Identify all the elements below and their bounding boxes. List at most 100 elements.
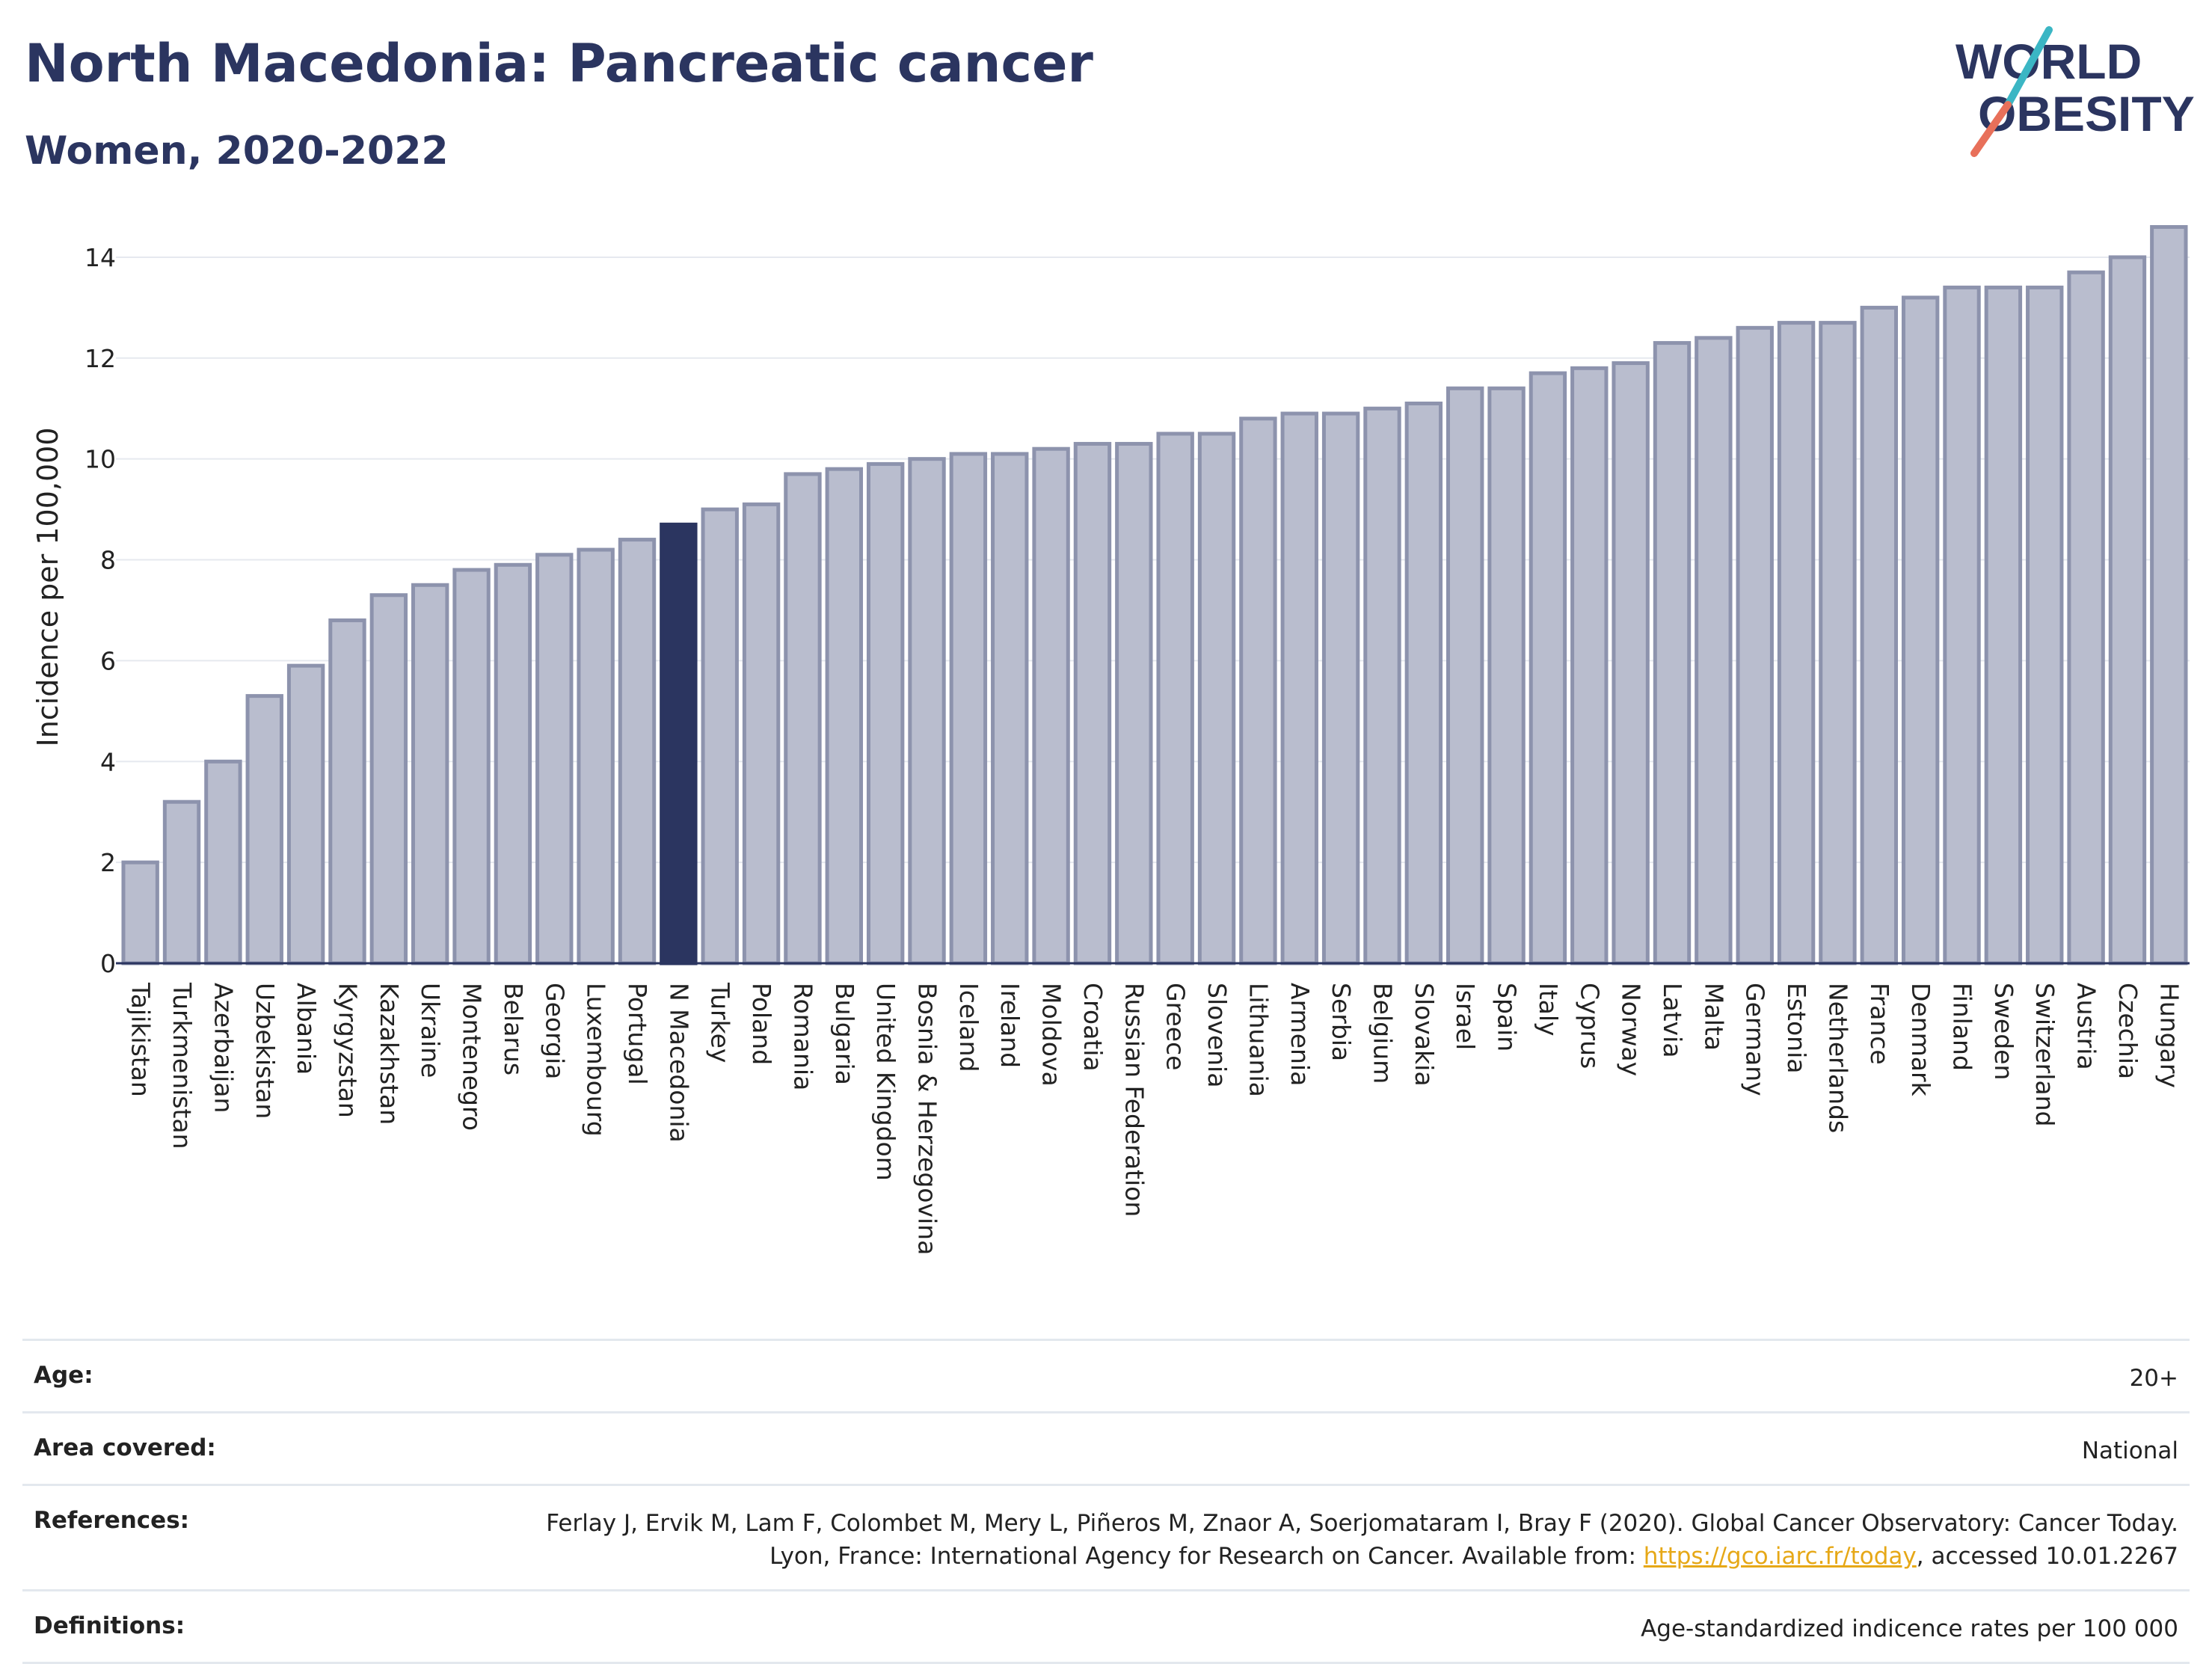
- bar: [1073, 441, 1112, 965]
- x-tick-label: Cyprus: [1575, 983, 1604, 1069]
- bar: [618, 538, 657, 965]
- references-label: References:: [34, 1507, 190, 1534]
- bar: [1239, 417, 1277, 965]
- x-tick-label: Lithuania: [1244, 983, 1273, 1097]
- x-tick-label: Switzerland: [2030, 983, 2059, 1127]
- bar: [1943, 285, 1981, 965]
- y-axis-label: Incidence per 100,000: [31, 427, 64, 746]
- info-row-area: Area covered: National: [22, 1411, 2190, 1484]
- x-tick-label: Bosnia & Herzegovina: [913, 983, 942, 1255]
- bar: [1819, 321, 1857, 965]
- bar: [1860, 305, 1898, 965]
- bar: [1653, 341, 1692, 965]
- bar: [1736, 325, 1774, 965]
- x-tick-label: Italy: [1534, 983, 1563, 1037]
- bar: [411, 583, 449, 965]
- references-text: Ferlay J, Ervik M, Lam F, Colombet M, Me…: [546, 1510, 2178, 1570]
- bar: [908, 457, 946, 965]
- x-tick-label: Czechia: [2113, 983, 2142, 1079]
- bar: [784, 472, 822, 965]
- bar: [742, 502, 781, 965]
- x-tick-label: Finland: [1948, 983, 1977, 1071]
- bar: [1529, 371, 1567, 965]
- x-tick-label: Armenia: [1285, 983, 1315, 1086]
- y-tick-label: 12: [85, 344, 116, 373]
- info-row-age: Age: 20+: [22, 1339, 2190, 1411]
- bar: [245, 694, 283, 965]
- x-tick-label: United Kingdom: [871, 983, 900, 1181]
- area-label: Area covered:: [34, 1434, 216, 1461]
- x-tick-label: Croatia: [1078, 983, 1107, 1072]
- x-tick-label: Slovakia: [1410, 983, 1439, 1087]
- x-tick-label: Germany: [1741, 983, 1770, 1096]
- x-tick-label: Uzbekistan: [251, 983, 280, 1119]
- age-value: 20+: [2129, 1365, 2178, 1392]
- x-tick-label: Azerbaijan: [209, 983, 238, 1113]
- bar: [701, 507, 739, 965]
- chart-title: North Macedonia: Pancreatic cancer: [25, 33, 1093, 94]
- age-label: Age:: [34, 1362, 93, 1389]
- bar: [1197, 432, 1236, 965]
- references-suffix: , accessed 10.01.2267: [1916, 1543, 2178, 1570]
- y-tick-label: 10: [85, 445, 116, 474]
- bars: [121, 224, 2188, 965]
- bar: [369, 593, 408, 965]
- bar: [2026, 285, 2064, 965]
- x-tick-label: Turkey: [706, 982, 735, 1063]
- x-tick-label: Austria: [2072, 983, 2101, 1070]
- y-tick-label: 0: [100, 949, 116, 978]
- y-tick-label: 14: [85, 243, 116, 272]
- definitions-value: Age-standardized indicence rates per 100…: [1641, 1615, 2178, 1642]
- info-table: Age: 20+ Area covered: National Referenc…: [22, 1339, 2190, 1664]
- x-tick-label: Estonia: [1782, 983, 1811, 1073]
- bar: [1115, 441, 1153, 965]
- bar: [866, 461, 905, 965]
- bar: [162, 799, 201, 965]
- x-tick-label: Montenegro: [458, 983, 487, 1131]
- x-tick-label: Portugal: [623, 983, 652, 1085]
- info-row-definitions: Definitions: Age-standardized indicence …: [22, 1589, 2190, 1664]
- x-tick-label: Norway: [1617, 983, 1646, 1076]
- chart-subtitle: Women, 2020-2022: [25, 129, 449, 174]
- x-tick-label: Denmark: [1906, 983, 1935, 1097]
- bar: [660, 522, 698, 965]
- x-tick-label: Luxembourg: [582, 983, 611, 1137]
- x-tick-label: Moldova: [1037, 983, 1066, 1087]
- bar: [494, 562, 532, 965]
- bar: [328, 618, 366, 965]
- x-tick-label: N Macedonia: [664, 983, 693, 1143]
- bar: [1570, 366, 1609, 965]
- x-tick-label: Netherlands: [1823, 983, 1852, 1133]
- x-tick-label: France: [1865, 983, 1894, 1065]
- references-link[interactable]: https://gco.iarc.fr/today: [1643, 1543, 1917, 1570]
- x-tick-label: Belgium: [1368, 983, 1397, 1084]
- x-tick-label: Tajikistan: [126, 982, 156, 1097]
- logo-slash-coral: [1970, 101, 2012, 157]
- bar: [1487, 386, 1526, 965]
- x-tick-label: Hungary: [2154, 983, 2184, 1088]
- bar: [452, 568, 491, 965]
- x-tick-label: Sweden: [1989, 983, 2018, 1080]
- x-tick-label: Romania: [788, 983, 817, 1090]
- info-row-references: References: Ferlay J, Ervik M, Lam F, Co…: [22, 1484, 2190, 1589]
- bar: [577, 547, 615, 965]
- bar: [825, 467, 863, 965]
- bar: [2067, 270, 2105, 965]
- bar-chart: 0 2 4 6 8 10 12 14 Tajikistan Turkmenistan Azerba…: [31, 224, 2190, 1255]
- world-obesity-logo: WORLD OBESITY: [1956, 26, 2195, 157]
- bar: [1446, 386, 1484, 965]
- references-value: Ferlay J, Ervik M, Lam F, Colombet M, Me…: [496, 1507, 2178, 1573]
- definitions-label: Definitions:: [34, 1612, 185, 1639]
- y-tick-label: 8: [100, 546, 116, 575]
- x-tick-label: Bulgaria: [830, 983, 859, 1085]
- logo-line-world: WORLD: [1956, 34, 2142, 89]
- x-tick-label: Malta: [1699, 983, 1728, 1051]
- area-value: National: [2081, 1437, 2178, 1464]
- x-tick-label: Greece: [1161, 983, 1191, 1070]
- x-tick-label: Slovenia: [1202, 983, 1232, 1087]
- bar: [121, 860, 159, 965]
- x-axis-labels: Tajikistan Turkmenistan Azerbaijan Uzbekist…: [126, 982, 2184, 1255]
- y-tick-label: 6: [100, 646, 116, 675]
- x-tick-label: Belarus: [499, 983, 528, 1075]
- x-tick-label: Ukraine: [416, 983, 445, 1078]
